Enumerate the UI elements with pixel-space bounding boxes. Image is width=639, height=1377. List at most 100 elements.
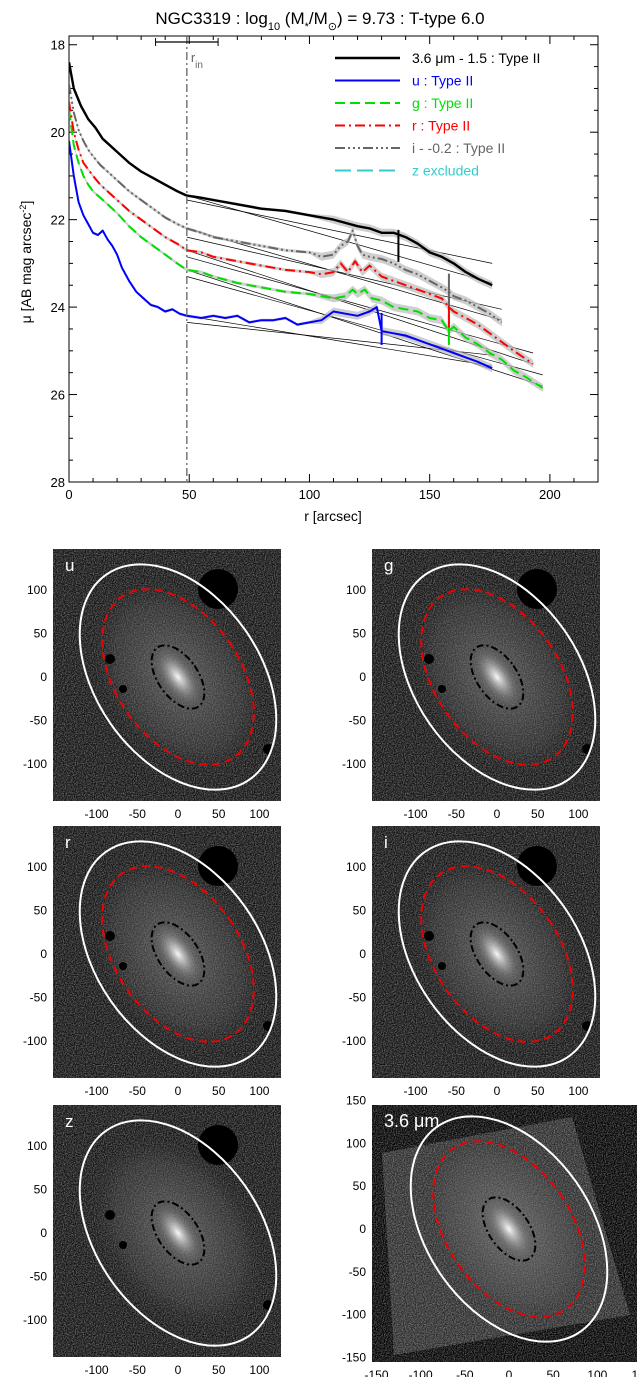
panel-x-tick-label: -100 <box>409 1368 433 1377</box>
panel-y-tick-label: 100 <box>27 1139 47 1153</box>
panel-x-tick-label: 0 <box>175 807 182 821</box>
r-in-errorbar <box>155 38 219 46</box>
break-ellipse <box>420 865 574 1043</box>
panel-x-tick-label: -50 <box>129 1084 147 1098</box>
panel-y-tick-label: 100 <box>346 1136 366 1150</box>
panel-x-tick-label: -50 <box>129 807 147 821</box>
panel-y-tick-label: 100 <box>346 860 366 874</box>
outer-ellipse <box>78 1119 278 1347</box>
panel-x-tick-label: -100 <box>404 1084 428 1098</box>
legend-label: g : Type II <box>412 95 473 111</box>
panel-y-tick-label: 0 <box>40 1226 47 1240</box>
fit-line <box>186 195 493 284</box>
panel-label: g <box>384 556 393 575</box>
panel-y-tick-label: -100 <box>342 1034 366 1048</box>
y-tick-label: 18 <box>51 38 65 53</box>
masked-source <box>119 962 127 970</box>
masked-source <box>105 654 115 664</box>
galaxy-bulge <box>467 917 527 991</box>
outer-ellipse <box>409 1115 609 1343</box>
panel-x-tick-label: -50 <box>129 1363 147 1377</box>
y-axis: 18 20 22 24 26 28 <box>51 38 598 490</box>
x-tick-label: 50 <box>182 487 196 502</box>
image-panel-i: i -100 -50 0 50 100 100 50 0 -50 -100 <box>342 826 600 1098</box>
series-lines <box>69 60 544 393</box>
panel-y-tick-label: -50 <box>349 1265 367 1279</box>
masked-star <box>198 846 238 886</box>
chart-title: NGC3319 : log10 (M*/M⊙) = 9.73 : T-type … <box>155 9 484 33</box>
inner-ellipse <box>481 1196 537 1262</box>
break-ellipse <box>432 1140 586 1318</box>
panel-x-tick-label: -100 <box>85 1084 109 1098</box>
panel-x-tick-label: 100 <box>568 1084 588 1098</box>
panel-y-tick-label: 0 <box>40 670 47 684</box>
panel-y-tick-label: 0 <box>40 947 47 961</box>
legend-label: i - -0.2 : Type II <box>412 140 505 156</box>
panel-y-tick-label: 100 <box>27 583 47 597</box>
series-line <box>69 110 544 389</box>
y-tick-label: 20 <box>51 125 65 140</box>
series-error-band <box>69 82 502 327</box>
outer-ellipse <box>397 563 597 791</box>
series-line <box>69 83 503 324</box>
y-tick-label: 22 <box>51 213 65 228</box>
legend-label: z excluded <box>412 163 479 179</box>
inner-ellipse <box>150 644 206 710</box>
panel-y-tick-label: 50 <box>34 627 48 641</box>
panel-y-tick-label: -50 <box>349 713 367 727</box>
fit-line <box>186 276 543 376</box>
image-panel-z: z -100 -50 0 50 100 100 50 0 -50 -100 <box>23 1105 281 1377</box>
panel-x-tick-label: 0 <box>494 807 501 821</box>
panel-x-tick-label: 50 <box>212 1084 226 1098</box>
x-axis: 0 50 100 150 200 <box>65 36 575 502</box>
y-axis-label: μ [AB mag arcsec-2] <box>18 201 34 324</box>
panel-x-tick-label: -100 <box>85 1363 109 1377</box>
panel-x-tick-label: 0 <box>506 1368 513 1377</box>
masked-source <box>424 931 434 941</box>
panel-x-tick-label: 50 <box>531 1084 545 1098</box>
break-ellipse <box>420 588 574 766</box>
panel-y-tick-label: 50 <box>353 1179 367 1193</box>
masked-star <box>517 569 557 609</box>
panel-x-tick-label: 150 <box>631 1368 639 1377</box>
galaxy-bulge <box>148 640 208 714</box>
image-panel-u: u -100 -50 0 50 100 100 50 0 -50 -100 <box>23 549 281 821</box>
y-tick-label: 24 <box>51 300 65 315</box>
panel-label: 3.6 μm <box>384 1111 439 1131</box>
panel-x-tick-label: -50 <box>448 1084 466 1098</box>
panel-x-tick-label: -150 <box>364 1368 388 1377</box>
panel-x-tick-label: 50 <box>212 1363 226 1377</box>
masked-source <box>119 685 127 693</box>
panel-y-tick-label: -150 <box>342 1351 366 1365</box>
panel-label: u <box>65 556 74 575</box>
panel-y-tick-label: -50 <box>30 1269 48 1283</box>
panel-y-tick-label: 100 <box>346 583 366 597</box>
panel-x-tick-label: -50 <box>456 1368 474 1377</box>
panel-y-tick-label: 100 <box>27 860 47 874</box>
break-ellipse <box>101 865 255 1043</box>
x-tick-label: 100 <box>299 487 321 502</box>
inner-ellipse <box>150 921 206 987</box>
galaxy-bulge <box>467 640 527 714</box>
outer-ellipse <box>78 840 278 1068</box>
outer-ellipse <box>78 563 278 791</box>
y-tick-label: 26 <box>51 388 65 403</box>
x-tick-label: 150 <box>419 487 441 502</box>
panel-x-tick-label: 0 <box>175 1084 182 1098</box>
panel-y-tick-label: 0 <box>359 1222 366 1236</box>
series-line <box>69 61 493 287</box>
image-panels: u -100 -50 0 50 100 100 50 0 -50 -100 g -100 -50 0 50 10… <box>23 549 639 1377</box>
panel-y-tick-label: 50 <box>34 1183 48 1197</box>
legend: 3.6 μm - 1.5 : Type II u : Type II g : Typ… <box>335 50 540 179</box>
break-ellipse <box>101 588 255 766</box>
panel-x-tick-label: 100 <box>249 1363 269 1377</box>
masked-source <box>105 931 115 941</box>
image-panel-r: r -100 -50 0 50 100 100 50 0 -50 -100 <box>23 826 281 1098</box>
image-panel-3p6um: 3.6 μm -150 -100 -50 0 50 100 150 150 100 50 0 -50 -1… <box>342 1094 639 1377</box>
panel-label: z <box>65 1112 74 1131</box>
inner-ellipse <box>469 921 525 987</box>
panel-y-tick-label: -100 <box>23 757 47 771</box>
masked-source <box>105 1210 115 1220</box>
panel-y-tick-label: 0 <box>359 947 366 961</box>
